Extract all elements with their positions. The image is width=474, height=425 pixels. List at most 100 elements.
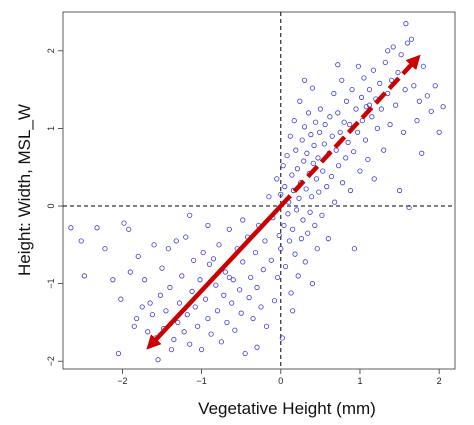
data-point — [343, 155, 349, 161]
data-point — [424, 93, 430, 99]
data-point — [428, 108, 434, 114]
data-point — [312, 222, 318, 229]
data-point — [329, 133, 335, 139]
data-point — [115, 350, 122, 357]
data-point — [345, 139, 351, 145]
data-point — [419, 150, 425, 156]
data-point — [238, 310, 244, 316]
data-point — [322, 121, 328, 128]
data-point — [278, 246, 284, 252]
data-point — [289, 172, 295, 178]
data-point — [192, 304, 198, 310]
data-point — [347, 187, 354, 194]
data-point — [351, 246, 358, 252]
data-point — [155, 357, 161, 363]
data-point — [354, 129, 361, 135]
x-tick-label: 0 — [278, 376, 283, 386]
data-point — [173, 238, 179, 244]
data-point — [254, 344, 260, 350]
data-point — [254, 284, 260, 291]
data-point — [416, 98, 422, 104]
data-point — [366, 87, 373, 93]
data-point — [268, 257, 274, 263]
data-point — [305, 110, 312, 116]
data-point — [406, 204, 412, 211]
data-points — [68, 21, 446, 363]
reference-lines — [63, 12, 455, 369]
data-point — [248, 274, 254, 281]
data-point — [163, 308, 169, 314]
data-point — [262, 238, 268, 244]
data-point — [171, 336, 177, 343]
data-point — [317, 106, 323, 112]
data-point — [183, 234, 189, 240]
data-point — [305, 230, 311, 236]
data-point — [308, 132, 314, 138]
data-point — [361, 75, 367, 81]
data-point — [290, 226, 296, 232]
data-point — [181, 329, 187, 335]
plot-frame — [62, 11, 456, 370]
data-point — [293, 147, 299, 153]
data-point — [381, 147, 387, 153]
data-point — [420, 63, 426, 69]
data-point — [131, 323, 137, 329]
data-point — [263, 323, 270, 329]
data-point — [266, 194, 272, 200]
data-point — [250, 315, 256, 322]
data-point — [295, 273, 301, 279]
data-point — [281, 222, 287, 229]
data-point — [246, 294, 252, 301]
data-point — [299, 137, 305, 143]
data-point — [370, 67, 377, 73]
data-point — [400, 129, 407, 135]
data-point — [316, 129, 323, 135]
data-point — [292, 251, 298, 257]
data-point — [359, 118, 365, 124]
data-point — [230, 277, 236, 283]
data-point — [294, 166, 301, 172]
data-point — [68, 225, 74, 231]
data-point — [134, 315, 140, 322]
x-tick-label: 2 — [437, 376, 442, 386]
data-point — [327, 114, 333, 120]
y-axis-ticks: −2 −1 0 1 2 — [46, 48, 63, 366]
data-point — [159, 265, 165, 271]
data-point — [208, 331, 214, 337]
data-point — [285, 211, 291, 217]
data-point — [385, 48, 391, 54]
data-point — [403, 21, 409, 27]
data-point — [387, 121, 393, 128]
data-point — [276, 232, 282, 239]
data-point — [320, 168, 326, 174]
data-point — [222, 269, 228, 275]
data-point — [378, 106, 384, 112]
data-point — [339, 180, 346, 186]
data-point — [165, 246, 171, 252]
data-point — [252, 249, 259, 256]
data-point — [311, 142, 317, 149]
data-point — [213, 282, 219, 288]
data-point — [94, 225, 100, 231]
y-tick-label: 2 — [46, 48, 56, 53]
x-tick-label: −2 — [117, 376, 127, 386]
data-point — [236, 287, 243, 293]
data-point — [328, 173, 335, 180]
data-point — [126, 226, 132, 232]
data-point — [296, 195, 302, 201]
data-point — [314, 246, 320, 252]
data-point — [309, 85, 316, 91]
data-point — [357, 168, 363, 174]
data-point — [315, 155, 321, 161]
data-point — [301, 158, 307, 164]
data-point — [284, 152, 290, 159]
data-point — [287, 133, 293, 139]
data-point — [216, 242, 222, 248]
data-point — [395, 69, 401, 76]
data-point — [157, 292, 164, 298]
data-point — [184, 312, 190, 318]
y-tick-label: −2 — [46, 356, 56, 366]
y-tick-label: 0 — [46, 204, 56, 209]
data-point — [151, 242, 157, 248]
data-point — [78, 238, 84, 244]
